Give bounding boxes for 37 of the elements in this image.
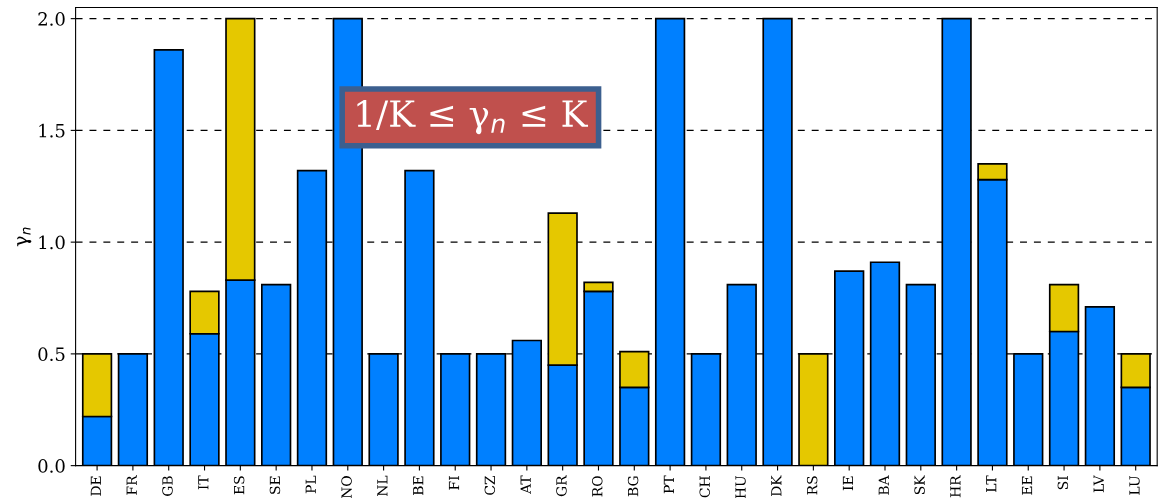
x-tick-label: BA bbox=[878, 475, 889, 495]
x-tick-label: NL bbox=[377, 475, 388, 497]
y-tick-label: 0.0 bbox=[38, 459, 65, 473]
annotation: 1/K ≤ γ$_{n}$ ≤ K bbox=[357, 99, 589, 135]
x-tick-label: LT bbox=[986, 475, 997, 492]
y-tick-label: 2.0 bbox=[38, 12, 65, 26]
x-tick-label: DE bbox=[90, 476, 101, 496]
x-tick-label: CH bbox=[699, 476, 710, 498]
x-tick-label: LU bbox=[1129, 475, 1140, 495]
x-tick-label: IE bbox=[842, 476, 854, 491]
x-tick-label: BG bbox=[627, 476, 639, 497]
x-tick-label: SI bbox=[1057, 476, 1069, 490]
y-tick-label: 1.5 bbox=[39, 123, 65, 138]
x-tick-label: DK bbox=[771, 475, 782, 497]
y-axis-title: γ$_{n}$ bbox=[17, 227, 32, 247]
x-tick-label: EE bbox=[1021, 476, 1033, 495]
x-tick-label: FR bbox=[126, 475, 137, 495]
x-tick-label: SK bbox=[914, 475, 925, 495]
y-tick-label: 0.5 bbox=[38, 347, 65, 361]
x-tick-label: GR bbox=[556, 475, 567, 497]
x-tick-label: NO bbox=[341, 476, 352, 498]
x-tick-label: SE bbox=[269, 476, 281, 494]
x-tick-label: RS bbox=[806, 476, 818, 495]
x-tick-label: HR bbox=[950, 475, 961, 498]
y-tick-label: 1.0 bbox=[39, 235, 65, 250]
x-tick-label: ES bbox=[233, 476, 245, 495]
x-tick-label: AT bbox=[520, 475, 531, 494]
x-tick-label: HU bbox=[735, 475, 746, 498]
x-tick-label: PL bbox=[305, 475, 316, 494]
x-tick-label: IT bbox=[198, 475, 209, 490]
x-tick-label: LV bbox=[1093, 475, 1104, 493]
x-tick-label: GB bbox=[162, 476, 173, 496]
x-tick-label: FI bbox=[448, 476, 460, 490]
x-tick-label: CZ bbox=[484, 475, 496, 495]
x-tick-label: BE bbox=[413, 476, 424, 495]
x-tick-label: RO bbox=[592, 476, 603, 497]
x-tick-label: PT bbox=[663, 475, 674, 494]
